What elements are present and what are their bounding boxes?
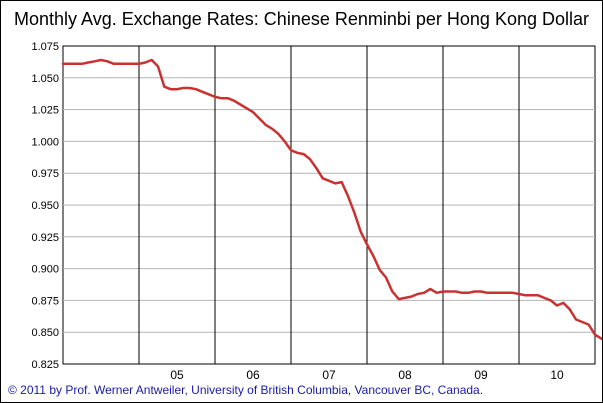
x-tick-label: 08 [398, 368, 412, 382]
y-tick-label: 1.000 [31, 136, 59, 148]
y-tick-label: 1.075 [31, 41, 59, 53]
x-tick-label: 05 [170, 368, 184, 382]
y-tick-label: 0.900 [31, 264, 59, 276]
x-tick-label: 07 [322, 368, 336, 382]
y-tick-label: 0.850 [31, 327, 59, 339]
chart-title: Monthly Avg. Exchange Rates: Chinese Ren… [14, 9, 589, 29]
x-tick-label: 06 [246, 368, 260, 382]
series-line [61, 58, 602, 341]
y-tick-label: 1.025 [31, 105, 59, 117]
x-tick-label: 10 [550, 368, 564, 382]
y-tick-label: 0.950 [31, 200, 59, 212]
y-tick-label: 0.875 [31, 295, 59, 307]
y-tick-label: 1.050 [31, 73, 59, 85]
y-tick-label: 0.925 [31, 232, 59, 244]
x-tick-label: 09 [474, 368, 488, 382]
y-tick-label: 0.825 [31, 359, 59, 371]
copyright-notice: © 2011 by Prof. Werner Antweiler, Univer… [8, 383, 484, 397]
y-tick-label: 0.975 [31, 168, 59, 180]
